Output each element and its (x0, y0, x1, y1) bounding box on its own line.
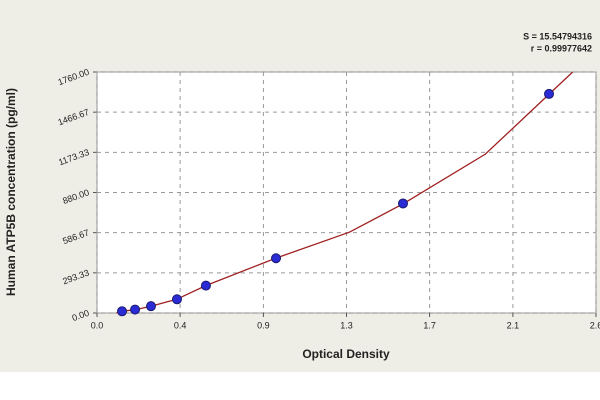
x-tick-label: 1.3 (340, 320, 353, 330)
data-point (130, 304, 141, 315)
annotation: r = 0.99977642 (531, 43, 592, 53)
data-point (171, 294, 182, 305)
data-point (271, 253, 282, 264)
x-tick-label: 0.0 (91, 320, 104, 330)
annotation: S = 15.54794316 (523, 31, 592, 41)
x-tick-label: 1.7 (423, 320, 436, 330)
x-tick-label: 2.1 (507, 320, 520, 330)
x-tick-label: 2.6 (590, 320, 600, 330)
data-point (398, 198, 409, 209)
data-point (117, 306, 128, 317)
data-point (200, 280, 211, 291)
x-tick-label: 0.4 (174, 320, 187, 330)
data-point (544, 88, 555, 99)
y-axis-title: Human ATP5B concentration (pg/ml) (4, 88, 18, 296)
x-tick-label: 0.9 (257, 320, 270, 330)
data-point (145, 301, 156, 312)
x-axis-title: Optical Density (302, 347, 390, 361)
